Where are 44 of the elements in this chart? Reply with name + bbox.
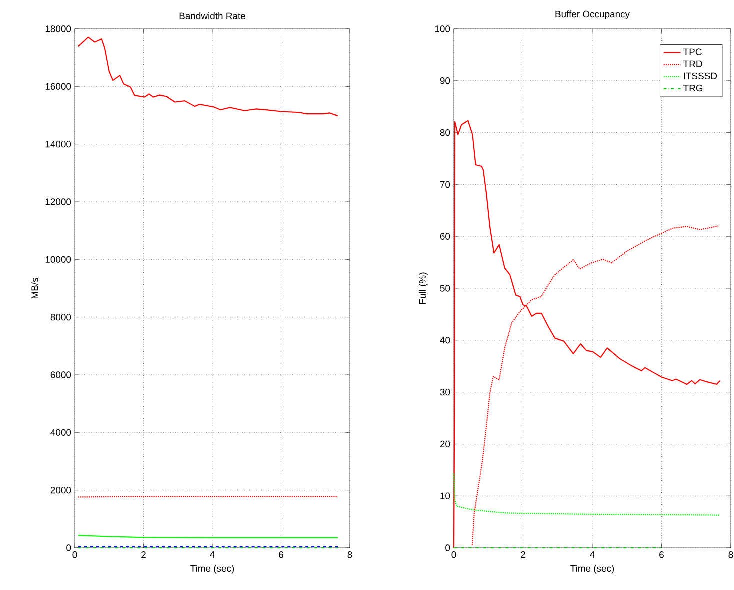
- y-tick-label: 4000: [50, 429, 72, 436]
- y-tick-label: 0: [446, 544, 450, 552]
- y-tick-label: 90: [440, 78, 450, 84]
- y-tick-label: 8000: [50, 314, 72, 321]
- legend-label: TPC: [684, 48, 702, 56]
- x-tick-label: 8: [348, 552, 352, 558]
- x-tick-label: 6: [660, 552, 664, 558]
- y-tick-label: 50: [440, 285, 450, 292]
- chart-title: Buffer Occupancy: [556, 10, 630, 20]
- y-tick-label: 60: [440, 233, 450, 240]
- x-axis-title: Time (sec): [190, 565, 234, 574]
- line-series: [453, 473, 721, 516]
- y-tick-label: 10: [440, 492, 450, 500]
- x-tick-label: 4: [590, 552, 595, 558]
- legend-label: TRG: [684, 84, 703, 92]
- x-tick-label: 8: [728, 552, 734, 558]
- y-tick-label: 30: [440, 388, 450, 396]
- y-tick-label: 70: [440, 181, 450, 188]
- y-tick-label: 0: [66, 544, 72, 552]
- chart-title: Bandwidth Rate: [180, 12, 246, 20]
- x-tick-label: 6: [279, 552, 284, 558]
- line-series: [78, 36, 339, 117]
- y-tick-label: 12000: [46, 198, 72, 206]
- y-tick-label: 40: [440, 337, 450, 344]
- x-tick-label: 2: [521, 552, 526, 558]
- x-axis-title: Time (sec): [570, 565, 614, 574]
- y-tick-label: 18000: [46, 26, 72, 32]
- y-axis-title: MB/s: [31, 278, 38, 298]
- y-tick-label: 80: [440, 129, 450, 136]
- y-tick-label: 2000: [50, 486, 72, 494]
- legend-label: ITSSSD: [684, 72, 718, 80]
- y-tick-label: 10000: [46, 256, 72, 264]
- x-tick-label: 2: [142, 552, 146, 558]
- x-tick-label: 0: [72, 552, 78, 558]
- y-tick-label: 6000: [50, 372, 72, 378]
- x-tick-label: 0: [452, 552, 456, 558]
- y-tick-label: 16000: [46, 83, 72, 90]
- x-tick-label: 4: [210, 552, 215, 558]
- line-series: [453, 120, 721, 549]
- y-tick-label: 20: [440, 440, 450, 448]
- y-axis-title: Full (%): [419, 272, 428, 304]
- y-tick-label: 14000: [46, 140, 72, 148]
- y-tick-label: 100: [435, 26, 450, 32]
- legend-label: TRD: [684, 60, 702, 68]
